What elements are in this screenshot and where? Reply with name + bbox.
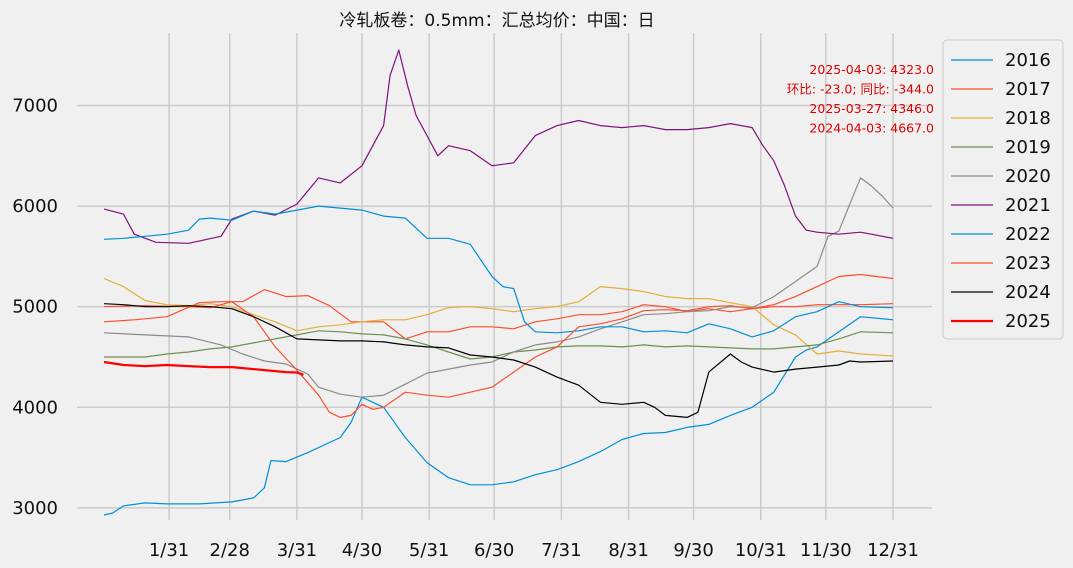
x-tick-label: 11/30 bbox=[800, 540, 852, 561]
legend-label-2019: 2019 bbox=[1005, 137, 1051, 158]
x-tick-label: 2/28 bbox=[210, 540, 250, 561]
series-lines bbox=[103, 49, 894, 516]
y-tick-label: 3000 bbox=[12, 498, 58, 519]
x-tick-label: 3/31 bbox=[277, 540, 317, 561]
legend-label-2025: 2025 bbox=[1005, 311, 1051, 332]
y-axis-ticks: 3000 4000 5000 6000 7000 bbox=[12, 95, 58, 518]
legend: 2016 2017 2018 2019 2020 2021 2022 2023 2024 2025 bbox=[942, 39, 1064, 340]
annotation-line: 2025-04-03: 4323.0 bbox=[809, 62, 934, 77]
x-tick-label: 5/31 bbox=[409, 540, 449, 561]
legend-label-2024: 2024 bbox=[1005, 282, 1051, 303]
chart-title: 冷轧板卷：0.5mm：汇总均价：中国：日 bbox=[339, 11, 654, 31]
legend-label-2016: 2016 bbox=[1005, 50, 1051, 71]
annotation-line: 2024-04-03: 4667.0 bbox=[809, 121, 934, 136]
series-line-2022 bbox=[103, 205, 894, 338]
legend-box bbox=[942, 39, 1064, 340]
legend-label-2022: 2022 bbox=[1005, 224, 1051, 245]
series-line-2016 bbox=[103, 316, 894, 516]
annotation-line: 环比: -23.0; 同比: -344.0 bbox=[787, 82, 934, 97]
series-line-2021 bbox=[103, 49, 894, 244]
x-tick-label: 10/31 bbox=[735, 540, 787, 561]
x-tick-label: 12/31 bbox=[867, 540, 919, 561]
x-tick-label: 6/30 bbox=[474, 540, 514, 561]
series-line-2019 bbox=[104, 330, 894, 360]
y-tick-label: 5000 bbox=[12, 297, 58, 318]
legend-label-2021: 2021 bbox=[1005, 195, 1051, 216]
annotation: 2025-04-03: 4323.0 环比: -23.0; 同比: -344.0 2… bbox=[787, 62, 934, 136]
y-tick-label: 7000 bbox=[12, 95, 58, 116]
x-axis-ticks: 1/31 2/28 3/31 4/30 5/31 6/30 7/31 8/31 9/30 10/3… bbox=[149, 540, 919, 561]
x-tick-label: 4/30 bbox=[342, 540, 382, 561]
x-tick-label: 8/31 bbox=[608, 540, 648, 561]
x-tick-label: 7/31 bbox=[541, 540, 581, 561]
legend-label-2023: 2023 bbox=[1005, 253, 1051, 274]
series-line-2018 bbox=[103, 277, 894, 357]
series-line-2024 bbox=[103, 303, 894, 418]
legend-label-2020: 2020 bbox=[1005, 166, 1051, 187]
series-line-2023 bbox=[103, 273, 894, 418]
series-line-2017 bbox=[103, 289, 894, 340]
grid bbox=[77, 33, 932, 520]
legend-label-2017: 2017 bbox=[1005, 79, 1051, 100]
x-tick-label: 1/31 bbox=[149, 540, 189, 561]
y-tick-label: 4000 bbox=[12, 397, 58, 418]
annotation-line: 2025-03-27: 4346.0 bbox=[809, 101, 934, 116]
y-tick-label: 6000 bbox=[12, 196, 58, 217]
series-line-2025 bbox=[103, 360, 304, 376]
x-tick-label: 9/30 bbox=[673, 540, 713, 561]
legend-label-2018: 2018 bbox=[1005, 108, 1051, 129]
series-line-2020 bbox=[103, 177, 894, 398]
